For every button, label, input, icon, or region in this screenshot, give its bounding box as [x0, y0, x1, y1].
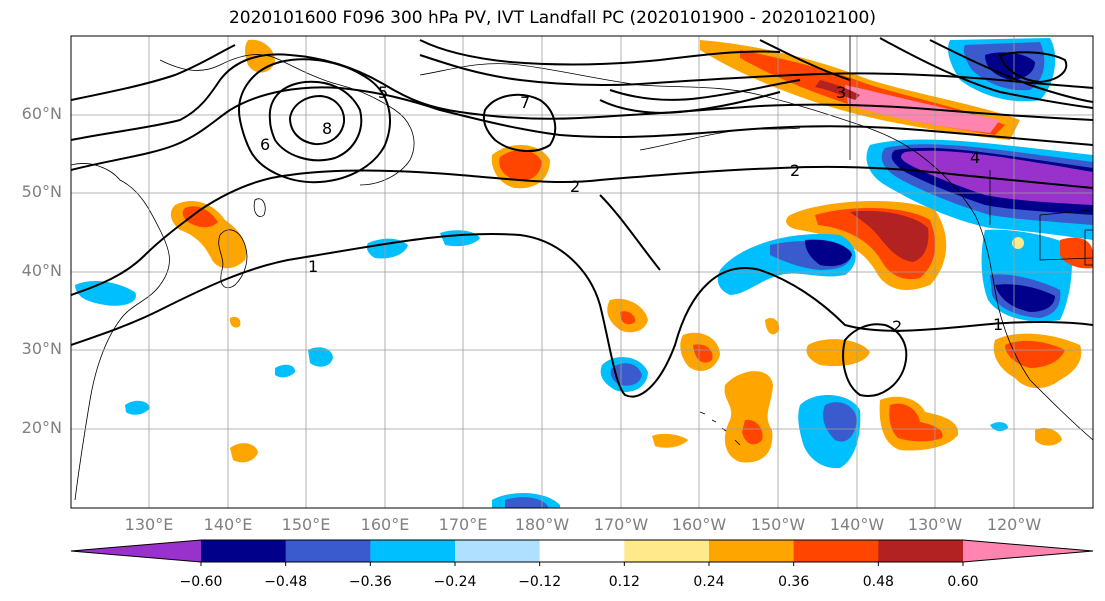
positive-anomaly-blob — [724, 371, 773, 463]
negative-anomaly-small-patch — [366, 238, 408, 259]
lon-label: 140°E — [203, 515, 253, 534]
positive-anomaly-blob — [230, 443, 258, 463]
colorbar-tick-label: 0.48 — [862, 574, 894, 590]
positive-anomaly-blob — [889, 403, 943, 442]
lon-label: 170°E — [438, 515, 488, 534]
colorbar-tick-label: −0.60 — [179, 574, 223, 590]
colorbar-swatch — [793, 540, 879, 562]
contour-label: 8 — [322, 119, 332, 138]
colorbar-swatch — [455, 540, 541, 562]
map-title: 2020101600 F096 300 hPa PV, IVT Landfall… — [228, 8, 876, 28]
contour-label: 3 — [836, 83, 846, 102]
colorbar-swatch — [370, 540, 456, 562]
colorbar-tick-label: −0.12 — [518, 574, 562, 590]
positive-anomaly-bering — [491, 144, 550, 189]
lat-label: 60°N — [21, 104, 62, 123]
contour-label: 1 — [993, 315, 1003, 334]
negative-anomaly-blob — [505, 497, 548, 508]
colorbar-tick-label: −0.24 — [433, 574, 477, 590]
lon-label: 150°W — [750, 515, 806, 534]
lon-label: 180°W — [514, 515, 570, 534]
positive-anomaly-blob — [1005, 340, 1065, 368]
colorbar-swatch — [624, 540, 710, 562]
negative-anomaly-blob — [823, 402, 857, 442]
lat-label: 30°N — [21, 339, 62, 358]
lon-label: 120°W — [986, 515, 1042, 534]
positive-anomaly-blob — [1035, 428, 1062, 446]
negative-anomaly-blob — [308, 347, 333, 367]
contour-label: 4 — [970, 148, 980, 167]
lon-label: 130°E — [124, 515, 174, 534]
contour-label: 2 — [570, 177, 580, 196]
positive-anomaly-blob — [652, 433, 688, 448]
colorbar-tick-label: −0.36 — [348, 574, 392, 590]
lat-label: 50°N — [21, 182, 62, 201]
negative-anomaly-california — [981, 229, 1072, 322]
lon-label: 170°W — [593, 515, 649, 534]
colorbar-swatch — [201, 540, 287, 562]
lon-label: 160°E — [360, 515, 410, 534]
positive-anomaly-blob — [806, 339, 870, 367]
pv-contours — [71, 37, 1093, 398]
lat-label: 20°N — [21, 418, 62, 437]
colorbar-tick-label: 0.12 — [608, 574, 640, 590]
colorbar-tick-label: 0.24 — [693, 574, 725, 590]
colorbar-tick-label: 0.60 — [947, 574, 979, 590]
colorbar-extend-max — [963, 540, 1093, 562]
negative-anomaly-blob — [275, 364, 296, 378]
negative-anomaly-pacific-northwest — [866, 139, 1093, 240]
negative-anomaly-central-pacific — [717, 234, 856, 295]
positive-anomaly-blob — [693, 344, 713, 363]
contour-label: 2 — [892, 317, 902, 336]
contour-labels: 1 1 2 2 2 3 4 5 6 7 8 — [260, 83, 1003, 336]
lat-label: 40°N — [21, 261, 62, 280]
colorbar — [70, 539, 1094, 566]
colorbar-swatch — [709, 540, 795, 562]
colorbar-tick-label: −0.48 — [264, 574, 308, 590]
contour-label: 5 — [378, 83, 388, 102]
contour-label: 2 — [790, 161, 800, 180]
colorbar-swatch — [878, 540, 964, 562]
positive-anomaly-blob — [742, 419, 763, 445]
positive-anomaly-northeast-pacific — [786, 200, 947, 290]
contour-label: 1 — [308, 257, 318, 276]
lon-label: 140°W — [829, 515, 885, 534]
graticule — [71, 36, 1093, 508]
lon-label: 160°W — [671, 515, 727, 534]
contour-label: 7 — [520, 93, 530, 112]
lon-label: 130°W — [907, 515, 963, 534]
colorbar-swatch — [285, 540, 371, 562]
map-frame — [70, 35, 1094, 509]
colorbar-extend-min — [71, 540, 201, 562]
colorbar-tick-label: 0.36 — [778, 574, 810, 590]
negative-anomaly-blob — [125, 400, 150, 415]
positive-anomaly-blob — [620, 311, 636, 325]
positive-anomaly-blob — [229, 316, 241, 328]
colorbar-swatch — [539, 540, 625, 562]
contour-label: 6 — [260, 135, 270, 154]
lon-label: 150°E — [281, 515, 331, 534]
positive-anomaly-blob — [765, 318, 780, 335]
